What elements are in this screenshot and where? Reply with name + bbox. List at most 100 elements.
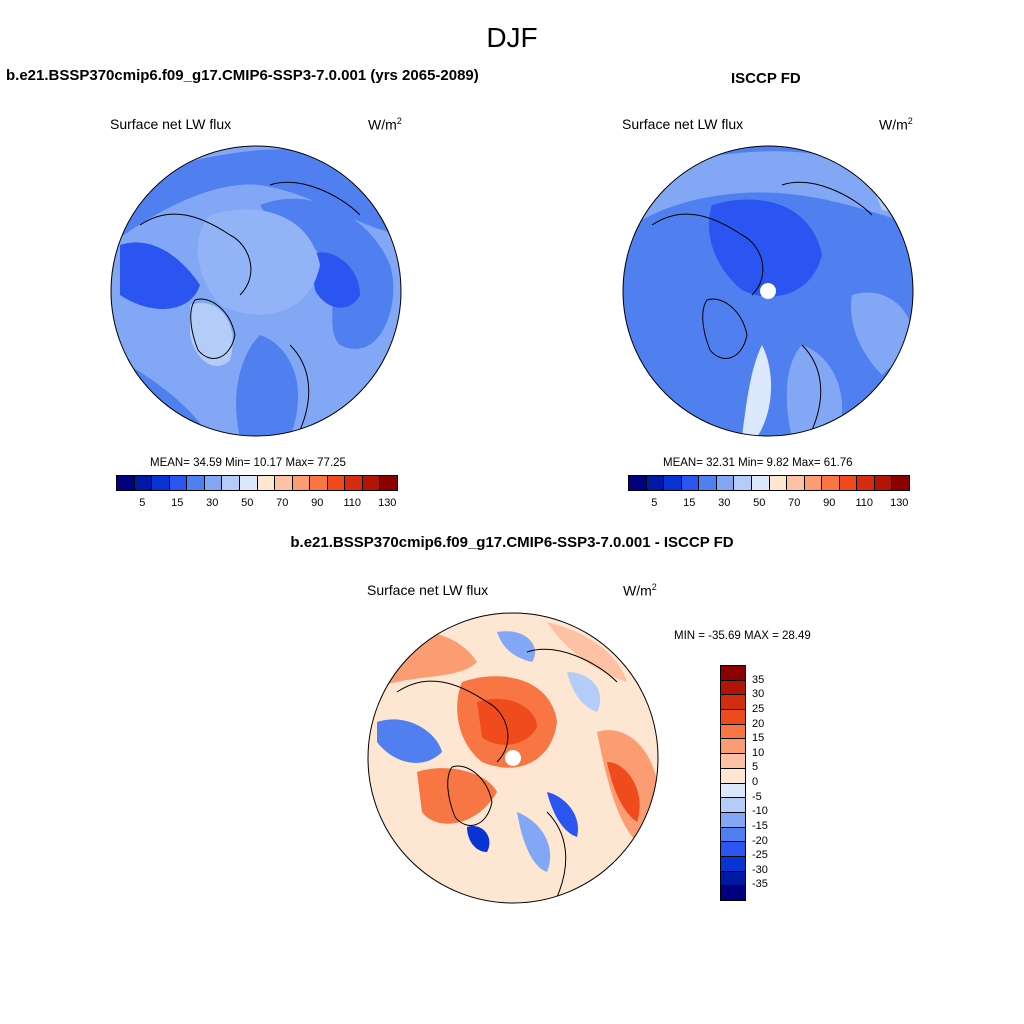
model-colorbar-ticks: 5 15 30 50 70 90 110 130 bbox=[116, 497, 396, 511]
diff-colorbar-swatch bbox=[721, 666, 745, 681]
diff-colorbar-swatch bbox=[721, 842, 745, 857]
diff-colorbar-swatch bbox=[721, 754, 745, 769]
diff-colorbar-swatch bbox=[721, 871, 745, 887]
model-colorbar-tick: 5 bbox=[139, 497, 146, 509]
model-colorbar-swatch bbox=[380, 476, 397, 490]
diff-colorbar-tick: -30 bbox=[752, 863, 768, 876]
figure-title: DJF bbox=[486, 22, 538, 53]
obs-colorbar-swatch bbox=[857, 476, 875, 490]
diff-panel-title: b.e21.BSSP370cmip6.f09_g17.CMIP6-SSP3-7.… bbox=[290, 534, 734, 551]
diff-units-label: W/m2 bbox=[623, 582, 657, 599]
model-colorbar-tick: 70 bbox=[276, 497, 289, 509]
diff-colorbar-swatch bbox=[721, 827, 745, 843]
obs-colorbar-swatch bbox=[664, 476, 682, 490]
obs-colorbar-tick: 50 bbox=[753, 497, 766, 509]
diff-colorbar-tick: 5 bbox=[752, 761, 759, 774]
model-colorbar-swatch bbox=[187, 476, 205, 490]
obs-colorbar-swatch bbox=[769, 476, 788, 490]
model-colorbar-swatch bbox=[134, 476, 153, 490]
obs-colorbar-swatch bbox=[699, 476, 717, 490]
obs-colorbar-swatch bbox=[874, 476, 893, 490]
obs-colorbar-swatch bbox=[716, 476, 735, 490]
obs-stats: MEAN= 32.31 Min= 9.82 Max= 61.76 bbox=[663, 457, 853, 469]
diff-colorbar-tick: 20 bbox=[752, 717, 765, 730]
diff-colorbar-swatch bbox=[721, 724, 745, 740]
obs-colorbar-swatch bbox=[804, 476, 823, 490]
obs-colorbar-swatch bbox=[892, 476, 909, 490]
obs-colorbar-swatch bbox=[646, 476, 665, 490]
model-colorbar-tick: 15 bbox=[171, 497, 184, 509]
model-colorbar-tick: 110 bbox=[343, 497, 362, 509]
model-polar-map bbox=[110, 145, 402, 437]
model-colorbar-swatch bbox=[204, 476, 223, 490]
diff-colorbar-ticks: 35 30 25 20 15 10 5 0 -5 -10 -15 -20 -25 -30 -35 bbox=[752, 665, 782, 899]
model-colorbar-swatch bbox=[345, 476, 363, 490]
diff-colorbar-swatch bbox=[721, 812, 745, 828]
diff-colorbar-swatch bbox=[721, 680, 745, 696]
obs-colorbar-ticks: 5 15 30 50 70 90 110 130 bbox=[628, 497, 908, 511]
obs-variable-label: Surface net LW flux bbox=[622, 116, 744, 132]
model-panel-title: b.e21.BSSP370cmip6.f09_g17.CMIP6-SSP3-7.… bbox=[6, 67, 479, 84]
obs-colorbar-tick: 70 bbox=[788, 497, 801, 509]
model-colorbar-swatch bbox=[362, 476, 381, 490]
model-colorbar-swatch bbox=[222, 476, 240, 490]
model-colorbar-swatch bbox=[310, 476, 328, 490]
obs-colorbar-tick: 30 bbox=[718, 497, 731, 509]
diff-colorbar-tick: -25 bbox=[752, 849, 768, 862]
obs-panel-title: ISCCP FD bbox=[731, 70, 801, 87]
model-colorbar-swatch bbox=[117, 476, 135, 490]
diff-colorbar-tick: -35 bbox=[752, 878, 768, 891]
diff-colorbar-swatch bbox=[721, 768, 745, 784]
obs-colorbar-swatch bbox=[751, 476, 770, 490]
obs-colorbar-tick: 15 bbox=[683, 497, 696, 509]
obs-colorbar bbox=[628, 475, 910, 491]
obs-colorbar-swatch bbox=[629, 476, 647, 490]
model-variable-label: Surface net LW flux bbox=[110, 116, 232, 132]
obs-polar-map bbox=[622, 145, 914, 437]
model-colorbar-tick: 30 bbox=[206, 497, 219, 509]
diff-colorbar-tick: 0 bbox=[752, 776, 759, 788]
obs-units-label: W/m2 bbox=[879, 116, 913, 133]
model-stats: MEAN= 34.59 Min= 10.17 Max= 77.25 bbox=[150, 457, 346, 469]
obs-colorbar-tick: 5 bbox=[651, 497, 658, 509]
model-colorbar-swatch bbox=[292, 476, 311, 490]
diff-colorbar-tick: 25 bbox=[752, 702, 765, 715]
diff-colorbar-tick: -10 bbox=[752, 805, 768, 818]
diff-colorbar-tick: -20 bbox=[752, 834, 768, 847]
model-colorbar-swatch bbox=[257, 476, 276, 490]
obs-colorbar-tick: 110 bbox=[855, 497, 874, 509]
model-units-label: W/m2 bbox=[368, 116, 402, 133]
model-colorbar-swatch bbox=[239, 476, 258, 490]
diff-colorbar-swatch bbox=[721, 739, 745, 755]
diff-colorbar-tick: -15 bbox=[752, 819, 768, 832]
model-colorbar-swatch bbox=[275, 476, 293, 490]
obs-colorbar-swatch bbox=[839, 476, 858, 490]
model-colorbar-tick: 130 bbox=[378, 497, 397, 509]
obs-colorbar-swatch bbox=[822, 476, 840, 490]
diff-colorbar bbox=[720, 665, 746, 901]
diff-colorbar-swatch bbox=[721, 886, 745, 900]
diff-colorbar-swatch bbox=[721, 798, 745, 813]
model-colorbar-tick: 90 bbox=[311, 497, 324, 509]
diff-colorbar-tick: 35 bbox=[752, 673, 765, 686]
diff-colorbar-swatch bbox=[721, 856, 745, 872]
diff-stats: MIN = -35.69 MAX = 28.49 bbox=[674, 630, 811, 642]
model-colorbar-swatch bbox=[169, 476, 188, 490]
diff-colorbar-swatch bbox=[721, 710, 745, 725]
diff-colorbar-tick: 10 bbox=[752, 746, 765, 759]
obs-colorbar-swatch bbox=[787, 476, 805, 490]
diff-colorbar-swatch bbox=[721, 783, 745, 799]
model-colorbar bbox=[116, 475, 398, 491]
obs-colorbar-tick: 130 bbox=[890, 497, 909, 509]
diff-colorbar-swatch bbox=[721, 695, 745, 711]
diff-colorbar-tick: 15 bbox=[752, 732, 765, 745]
model-colorbar-swatch bbox=[152, 476, 170, 490]
diff-polar-map bbox=[367, 612, 659, 904]
obs-colorbar-swatch bbox=[734, 476, 752, 490]
diff-colorbar-tick: 30 bbox=[752, 688, 765, 701]
model-colorbar-tick: 50 bbox=[241, 497, 254, 509]
diff-colorbar-tick: -5 bbox=[752, 790, 762, 803]
diff-variable-label: Surface net LW flux bbox=[367, 582, 489, 598]
model-colorbar-swatch bbox=[327, 476, 346, 490]
obs-colorbar-swatch bbox=[681, 476, 700, 490]
